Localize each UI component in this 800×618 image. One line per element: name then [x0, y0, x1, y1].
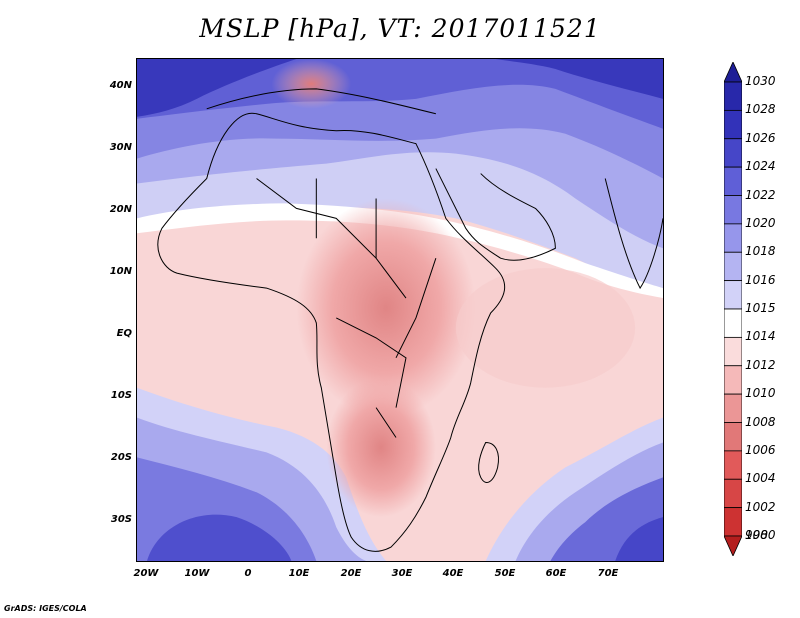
x-tick-label: 10W	[184, 568, 210, 579]
colorbar-label: 1010	[745, 386, 776, 401]
colorbar-label: 1004	[745, 471, 776, 486]
colorbar-label: 1002	[745, 499, 776, 514]
y-tick-label: 30S	[110, 514, 132, 525]
y-tick-label: EQ	[116, 328, 132, 339]
internal-borders	[256, 178, 437, 438]
colorbar-segment	[724, 251, 742, 282]
colorbar-label: 1026	[745, 130, 776, 145]
colorbar-label: 1008	[745, 414, 776, 429]
low-central-africa	[296, 198, 476, 418]
colorbar-segment	[724, 280, 742, 310]
colorbar-segment	[724, 450, 742, 480]
low-arabian-sea	[455, 268, 636, 388]
y-tick-label: 20N	[109, 204, 132, 215]
x-tick-label: 20E	[340, 568, 362, 579]
arabian-peninsula-coastline	[435, 168, 556, 261]
colorbar-bottom-arrow	[724, 535, 742, 556]
pressure-field	[137, 59, 663, 561]
colorbar-segment	[724, 422, 742, 452]
x-tick-label: 10E	[288, 568, 310, 579]
colorbar-segment	[724, 166, 742, 196]
footer-credit: GrADS: IGES/COLA	[4, 604, 87, 613]
colorbar-segment	[724, 81, 742, 111]
colorbar-label: 998	[745, 528, 768, 542]
colorbar-label: 1028	[745, 102, 776, 117]
y-tick-label: 10S	[110, 390, 132, 401]
colorbar-segment	[724, 365, 742, 395]
colorbar	[724, 62, 742, 556]
colorbar-label: 1006	[745, 442, 776, 457]
africa-coastline	[157, 112, 506, 552]
india-coastline	[604, 178, 663, 290]
colorbar-segment	[724, 393, 742, 423]
y-tick-label: 40N	[109, 80, 132, 91]
colorbar-segment	[724, 336, 742, 367]
colorbar-label: 1016	[745, 272, 776, 287]
x-tick-label: 70E	[597, 568, 619, 579]
colorbar-segment	[724, 308, 742, 338]
pressure-band-southeast-1026	[615, 517, 663, 561]
pressure-band-northeast-1028	[495, 59, 663, 99]
pressure-band-south-1024	[146, 514, 292, 561]
colorbar-label: 1022	[745, 187, 776, 202]
colorbar-label: 1030	[745, 74, 776, 88]
colorbar-segment	[724, 138, 742, 168]
low-southern-africa	[326, 377, 436, 518]
x-tick-label: 60E	[545, 568, 567, 579]
chart-title: MSLP [hPa], VT: 2017011521	[199, 14, 601, 43]
y-tick-label: 10N	[109, 266, 132, 277]
y-tick-label: 20S	[110, 452, 132, 463]
colorbar-label: 1020	[745, 215, 776, 230]
low-mediterranean	[271, 59, 352, 109]
colorbar-label: 1018	[745, 244, 776, 259]
coastlines-and-borders	[157, 88, 663, 552]
colorbar-segment	[724, 507, 742, 537]
colorbar-segment	[724, 478, 742, 509]
x-tick-label: 20W	[133, 568, 159, 579]
colorbar-label: 1024	[745, 159, 776, 174]
mediterranean-coastline	[206, 88, 436, 115]
colorbar-label: 1014	[745, 329, 776, 344]
x-tick-label: 30E	[391, 568, 413, 579]
colorbar-label: 1015	[745, 301, 776, 315]
x-tick-label: 0	[244, 568, 252, 579]
pressure-band-north-1022	[137, 59, 663, 129]
colorbar-label: 1000	[745, 528, 776, 542]
colorbar-top-arrow	[724, 62, 742, 83]
colorbar-label: 1012	[745, 357, 776, 372]
colorbar-segment	[724, 223, 742, 253]
x-tick-label: 40E	[442, 568, 464, 579]
y-tick-label: 30N	[109, 142, 132, 153]
pressure-band-north-1026	[137, 59, 297, 117]
colorbar-segment	[724, 109, 742, 140]
x-tick-label: 50E	[494, 568, 516, 579]
colorbar-segment	[724, 195, 742, 225]
madagascar-coastline	[478, 441, 499, 483]
pressure-map	[136, 58, 664, 562]
